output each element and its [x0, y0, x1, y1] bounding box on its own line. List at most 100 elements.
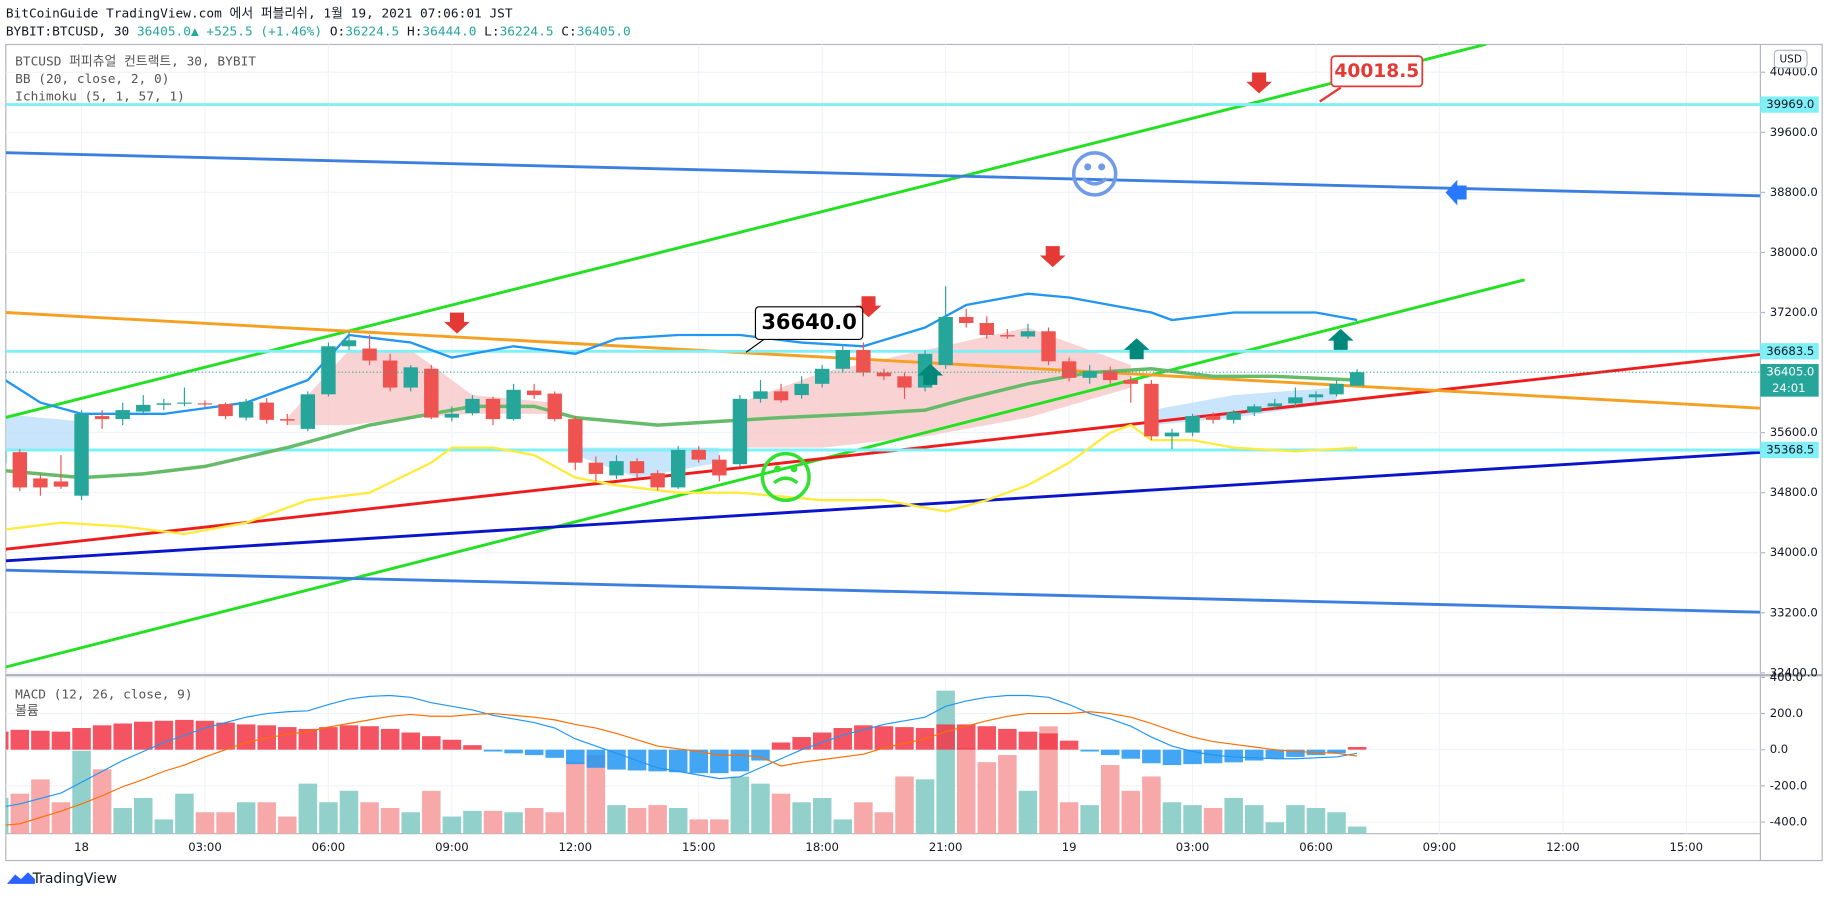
candle-body — [876, 372, 892, 377]
macd-histogram — [668, 749, 688, 773]
macd-histogram — [689, 749, 709, 774]
axes: 18 03:00 06:00 09:00 12:00 15:00 18:00 21:00 19 0… — [74, 65, 1819, 854]
smiley — [760, 451, 811, 503]
volume-bar — [1162, 802, 1182, 834]
header-title: BitCoinGuide TradingView.com 에서 퍼블리쉬, 1월… — [6, 7, 513, 22]
volume-bar — [648, 805, 667, 834]
volume-bar — [1059, 802, 1079, 834]
footer: TradingView — [32, 871, 117, 887]
legend-entry: Ichimoku (5, 1, 57, 1) — [15, 89, 185, 104]
macd-histogram — [1080, 749, 1099, 752]
volume-bar — [339, 790, 359, 834]
volume-bar — [1080, 805, 1099, 834]
x-tick-label: 15:00 — [1670, 840, 1704, 854]
candle-body — [321, 346, 336, 395]
y-tick-label: 39600.0 — [1770, 125, 1818, 139]
legend-entry: BB (20, close, 2, 0) — [15, 72, 169, 87]
trendline — [5, 311, 1761, 410]
candle-body — [1247, 406, 1262, 413]
macd-histogram — [504, 749, 523, 754]
volume-bar — [134, 797, 153, 834]
macd-histogram — [792, 737, 811, 750]
volume-bar — [1142, 776, 1161, 834]
candle-body — [753, 391, 768, 399]
candle-body — [1061, 361, 1077, 378]
price-pane — [5, 44, 1761, 669]
candle-body — [1205, 416, 1221, 420]
macd-histogram — [710, 749, 729, 774]
y-tick-label: 34800.0 — [1770, 485, 1818, 499]
volume-bar — [833, 819, 853, 834]
candle-body — [1308, 394, 1324, 398]
macd-histogram — [1203, 749, 1223, 764]
ohlc-label: L: — [484, 24, 499, 39]
drawings: 36640.0 40018.5 — [444, 55, 1467, 503]
macd-histogram — [442, 739, 462, 750]
candle-body — [897, 376, 912, 388]
macd-histogram — [586, 749, 606, 768]
callout-box — [754, 306, 864, 340]
macd-pane — [5, 690, 1367, 834]
volume-bar — [956, 747, 976, 834]
macd-histogram — [751, 749, 770, 761]
volume-bar — [319, 802, 338, 834]
volume-bar — [607, 805, 626, 834]
y-tick-label: 37200.0 — [1770, 305, 1818, 319]
price-label-box — [1760, 441, 1819, 459]
signal-line — [5, 711, 1358, 826]
x-tick-label: 15:00 — [682, 840, 716, 854]
volume-bar — [1306, 807, 1326, 834]
candle-body — [1267, 403, 1283, 407]
volume-bar — [586, 755, 606, 834]
volume-bar — [771, 793, 791, 834]
volume-bar — [730, 776, 750, 834]
y-tick-label: 32400.0 — [1770, 665, 1818, 679]
ohlc-label: H: — [407, 24, 422, 39]
candle-body — [1082, 371, 1097, 378]
ohlc-value: 36224.5 — [345, 24, 399, 39]
macd-histogram — [1162, 749, 1182, 766]
ohlc-value: 36444.0 — [422, 24, 476, 39]
macd-histogram — [730, 749, 750, 772]
price-label: 36683.5 — [1766, 344, 1814, 358]
change: 36405.0▲ +525.5 (+1.46%) — [137, 24, 322, 39]
arrow-down — [444, 312, 470, 334]
candle-body — [959, 316, 974, 324]
y-tick-label: 0.0 — [1770, 742, 1789, 756]
macd-histogram — [72, 728, 91, 750]
smiley — [1071, 151, 1118, 197]
volume-bar — [360, 802, 379, 834]
volume-bar — [51, 802, 71, 834]
y-tick-label: -400.0 — [1770, 814, 1808, 828]
macd-histogram — [1245, 749, 1264, 761]
macd-histogram — [278, 727, 297, 750]
volume-bar — [936, 690, 955, 834]
candle-body — [12, 452, 28, 488]
candle-body — [136, 404, 151, 412]
candle-body — [588, 462, 604, 474]
macd-line — [5, 694, 1358, 807]
last-price-box — [1760, 364, 1819, 397]
legend-entry: MACD (12, 26, close, 9) — [15, 687, 192, 702]
x-tick-label: 12:00 — [559, 840, 593, 854]
ohlc-value: 36224.5 — [500, 24, 554, 39]
candle-body — [1000, 335, 1015, 337]
trendline — [5, 353, 1761, 551]
candle-body — [979, 323, 994, 336]
volume-bar — [998, 755, 1017, 834]
arrow-up — [1123, 338, 1150, 360]
currency: USD — [1779, 54, 1801, 66]
x-tick-label: 09:00 — [1423, 840, 1457, 854]
macd-histogram — [1286, 749, 1305, 757]
volume-bar — [1018, 790, 1038, 834]
candle-body — [1144, 383, 1159, 437]
candle-body — [218, 404, 233, 417]
candle-body — [732, 398, 748, 465]
macd-histogram — [339, 725, 359, 750]
currency-box — [1773, 49, 1808, 69]
macd-histogram — [812, 732, 832, 750]
x-tick-label: 09:00 — [435, 840, 469, 854]
macd-histogram — [524, 749, 544, 756]
y-tick-label: 200.0 — [1770, 706, 1803, 720]
volume-bar — [545, 812, 565, 834]
